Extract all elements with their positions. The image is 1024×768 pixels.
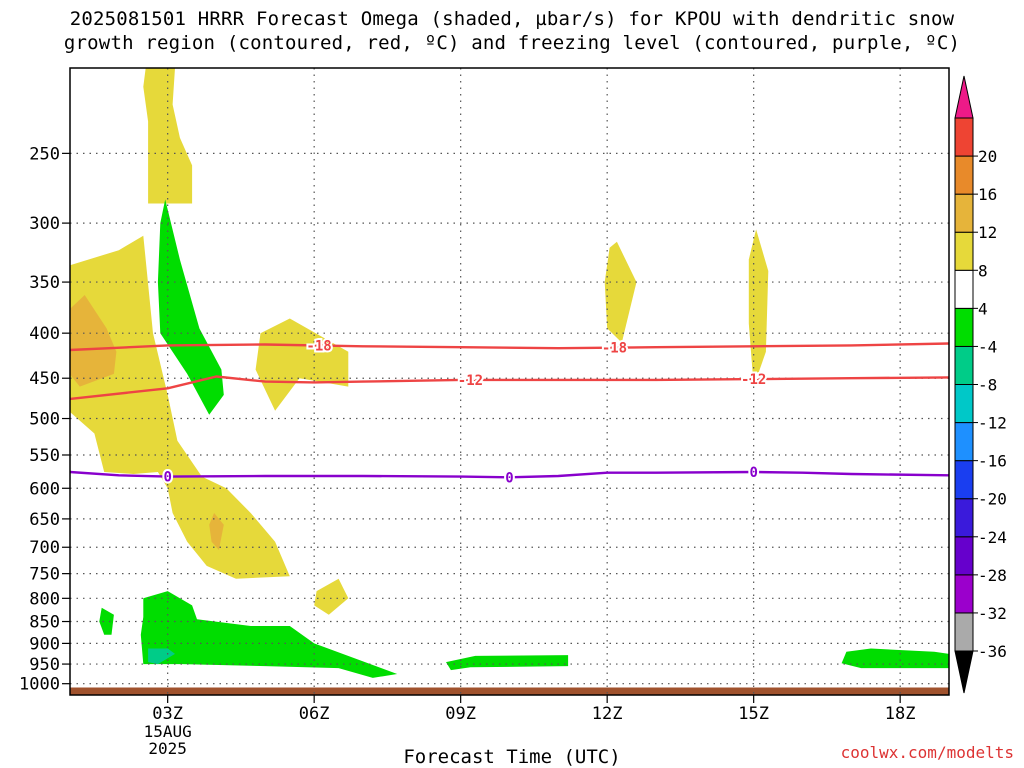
contour-labels: -18 -18 -12 -12 0 0 0: [161, 336, 768, 488]
contour-line--18: [70, 342, 949, 352]
colorbar-label-1: -32: [978, 604, 1007, 623]
y-tick-label-400: 400: [29, 324, 60, 344]
x-tick-label-09Z: 09Z: [445, 704, 476, 724]
y-tick-label-800: 800: [29, 589, 60, 609]
y-tick-label-750: 750: [29, 565, 60, 585]
chart-title-line-1: 2025081501 HRRR Forecast Omega (shaded, …: [69, 8, 955, 30]
colorbar-bin-8: [954, 307, 974, 347]
omega-region-11: [148, 648, 175, 665]
x-axis-label: Forecast Time (UTC): [403, 746, 621, 768]
credit-link[interactable]: coolwx.com/modelts: [840, 743, 1014, 762]
x-tick-label-03Z: 03Z: [152, 704, 183, 724]
y-axis-ticks: 2503003504004505005506006507007508008509…: [19, 144, 70, 695]
omega-region-5: [255, 318, 349, 411]
y-tick-label-900: 900: [29, 634, 60, 654]
contour-label--18-1: -18: [602, 341, 627, 357]
y-tick-label-600: 600: [29, 479, 60, 499]
contour-lines: [70, 342, 949, 479]
colorbar-label-7: -8: [978, 376, 997, 395]
y-tick-label-350: 350: [29, 273, 60, 293]
colorbar-bin-3: [954, 498, 974, 538]
colorbar: -36 -32 -28 -24 -20 -16 -12 -8 -4 4 8 12 16 20: [954, 75, 1007, 694]
colorbar-bin-5: [954, 422, 974, 462]
colorbar-bin-13: [954, 117, 974, 157]
colorbar-label-12: 16: [978, 185, 997, 204]
colorbar-label-6: -12: [978, 414, 1007, 433]
colorbar-bin-7: [954, 345, 974, 385]
x-tick-label-12Z: 12Z: [592, 704, 623, 724]
colorbar-label-5: -16: [978, 452, 1007, 471]
y-tick-label-650: 650: [29, 510, 60, 530]
omega-region-3: [209, 513, 224, 550]
colorbar-bin-2: [954, 536, 974, 576]
colorbar-label-11: 12: [978, 223, 997, 242]
omega-region-8: [748, 229, 769, 387]
colorbar-under-arrow: [954, 650, 974, 694]
colorbar-bin-11: [954, 193, 974, 233]
contour-label-0-1: 0: [505, 470, 513, 486]
colorbar-bin-4: [954, 460, 974, 500]
omega-region-2: [70, 295, 117, 387]
colorbar-bin-12: [954, 155, 974, 195]
omega-region-13: [841, 648, 949, 669]
omega-region-12: [446, 655, 569, 671]
colorbar-label-0: -36: [978, 642, 1007, 661]
colorbar-label-13: 20: [978, 147, 997, 166]
contour-label--12-0: -12: [458, 373, 483, 389]
colorbar-bin-9: [954, 269, 974, 309]
omega-region-0: [143, 68, 193, 204]
chart-title-line-2: growth region (contoured, red, ºC) and f…: [63, 32, 961, 54]
omega-region-4: [157, 199, 224, 415]
contour-line--12: [70, 375, 949, 401]
y-tick-label-1000: 1000: [19, 675, 60, 695]
y-tick-label-700: 700: [29, 538, 60, 558]
colorbar-label-9: 4: [978, 299, 988, 318]
x-tick-sublabel-1: 2025: [148, 739, 187, 758]
y-tick-label-500: 500: [29, 410, 60, 430]
y-tick-label-300: 300: [29, 214, 60, 234]
contour-label--18-0: -18: [306, 338, 331, 354]
colorbar-bin-6: [954, 384, 974, 424]
colorbar-bin-1: [954, 574, 974, 614]
omega-shading: [70, 68, 949, 695]
contour-line-0: [70, 470, 949, 479]
y-tick-label-450: 450: [29, 369, 60, 389]
colorbar-bin-0: [954, 612, 974, 652]
x-tick-label-06Z: 06Z: [299, 704, 330, 724]
surface-terrain: [70, 687, 949, 695]
y-tick-label-250: 250: [29, 144, 60, 164]
x-tick-label-15Z: 15Z: [738, 704, 769, 724]
colorbar-label-4: -20: [978, 490, 1007, 509]
contour-label-0-2: 0: [749, 465, 757, 481]
y-tick-label-850: 850: [29, 613, 60, 633]
colorbar-label-8: -4: [978, 337, 997, 356]
colorbar-label-10: 8: [978, 261, 988, 280]
omega-region-6: [314, 578, 349, 615]
plot-frame: [69, 67, 950, 696]
omega-region-10: [140, 591, 398, 678]
colorbar-label-2: -28: [978, 566, 1007, 585]
y-tick-label-950: 950: [29, 655, 60, 675]
contour-label-0-0: 0: [163, 470, 171, 486]
y-tick-label-550: 550: [29, 446, 60, 466]
x-tick-label-18Z: 18Z: [885, 704, 916, 724]
colorbar-over-arrow: [954, 75, 974, 119]
omega-region-9: [99, 607, 114, 635]
omega-region-1: [70, 235, 290, 579]
x-tick-sublabel-0: 15AUG: [144, 722, 192, 741]
omega-region-7: [604, 241, 637, 343]
colorbar-bin-10: [954, 231, 974, 271]
contour-label--12-1: -12: [741, 372, 766, 388]
colorbar-label-3: -24: [978, 528, 1007, 547]
